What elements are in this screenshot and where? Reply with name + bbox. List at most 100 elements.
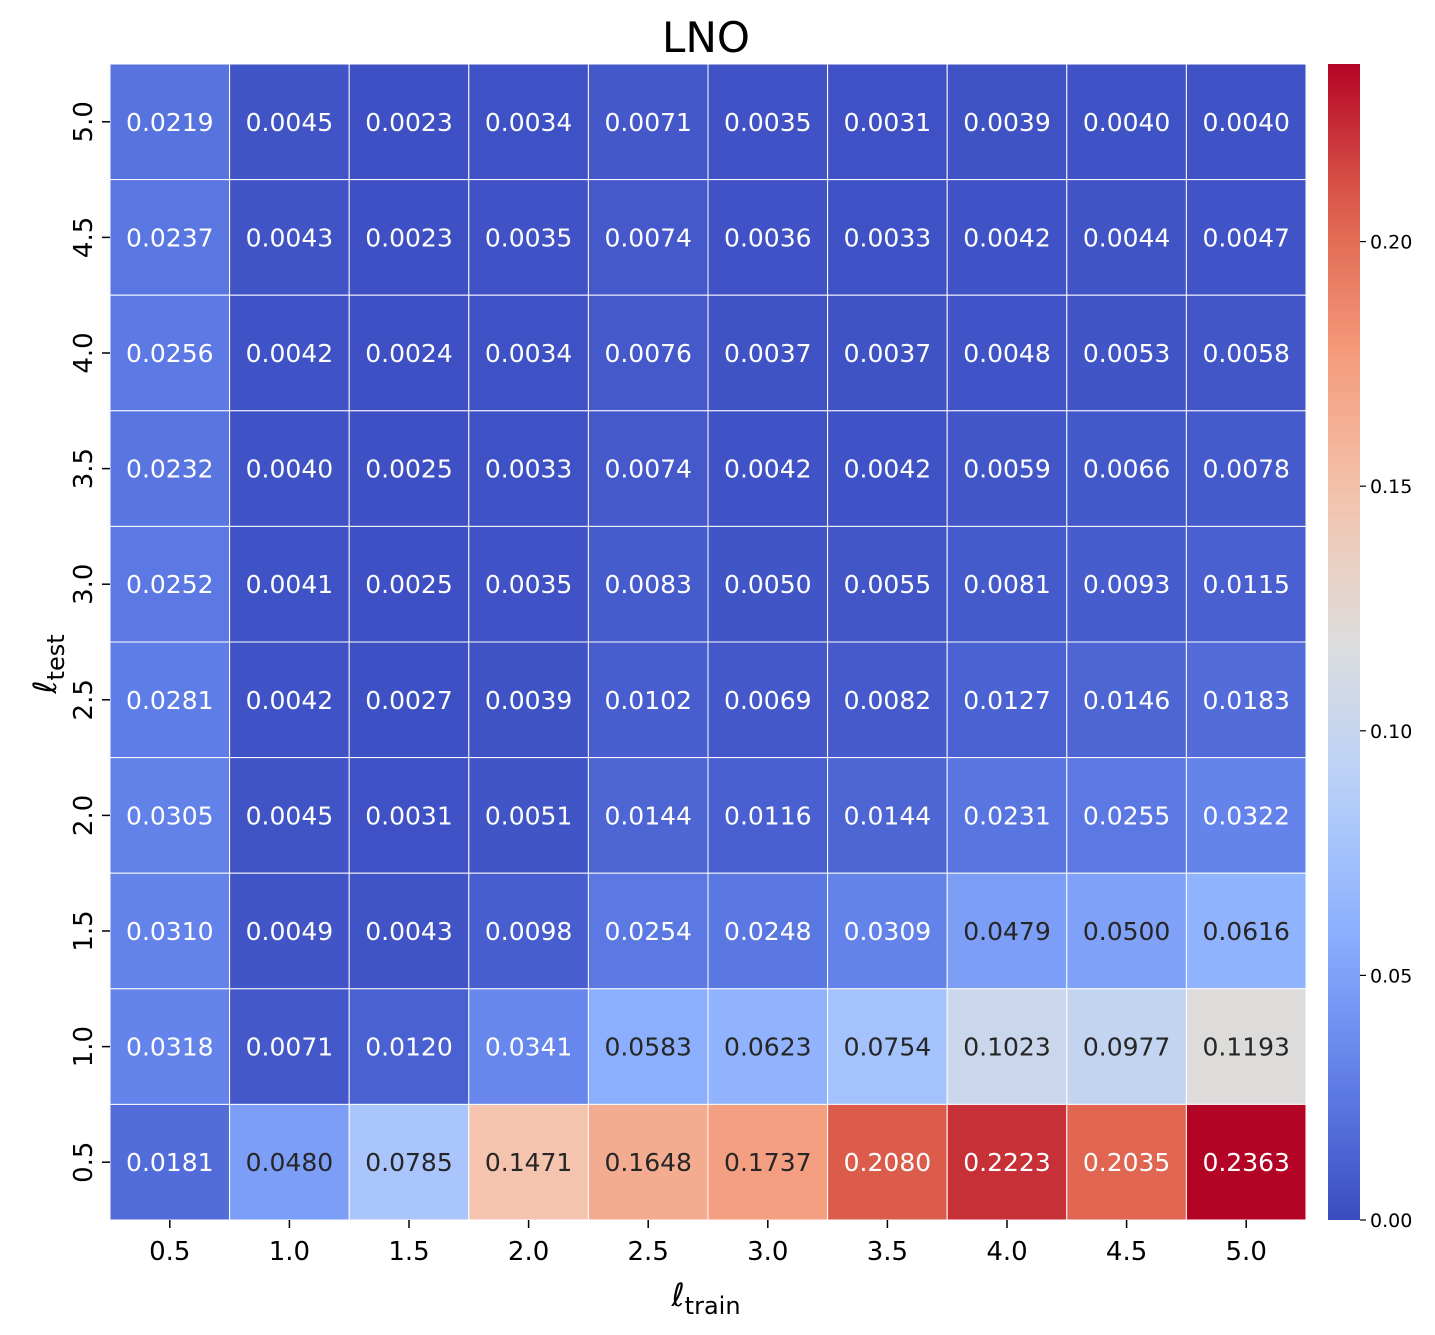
heatmap-cell xyxy=(707,1103,829,1221)
heatmap-cell-label: 0.0102 xyxy=(604,686,691,715)
heatmap-cell xyxy=(348,294,470,412)
heatmap-cell-label: 0.0082 xyxy=(844,686,931,715)
heatmap-cell xyxy=(827,872,948,990)
y-tick-label: 1.0 xyxy=(69,1026,99,1067)
y-tick-label: 4.0 xyxy=(69,332,99,373)
heatmap-cell xyxy=(587,525,709,643)
y-tick-label: 5.0 xyxy=(69,101,99,142)
heatmap-cell xyxy=(229,988,350,1105)
heatmap-cell-label: 0.0479 xyxy=(963,917,1050,946)
heatmap-cell xyxy=(468,988,589,1105)
y-tick-label: 2.0 xyxy=(69,795,99,836)
heatmap-cell-label: 0.0219 xyxy=(126,108,213,137)
heatmap-cell xyxy=(1185,1103,1307,1221)
heatmap-cell-label: 0.2035 xyxy=(1083,1148,1170,1177)
heatmap-cell-label: 0.0035 xyxy=(485,223,572,252)
y-tick-label: 1.5 xyxy=(69,910,99,951)
y-tick-label: 3.5 xyxy=(69,448,99,489)
heatmap-cell-labels: 0.0219 0.0045 0.0023 0.0034 0.0071 0.0035 0.00… xyxy=(126,108,1290,1177)
heatmap-cell xyxy=(946,179,1068,296)
heatmap-cell xyxy=(348,641,470,759)
x-tick-label: 4.5 xyxy=(1106,1237,1147,1267)
heatmap-cell-label: 0.0144 xyxy=(844,801,931,830)
heatmap-cell-label: 0.0116 xyxy=(724,801,811,830)
heatmap-cell xyxy=(229,63,350,181)
heatmap-cell-label: 0.0252 xyxy=(126,570,213,599)
heatmap-cell xyxy=(1066,872,1187,990)
heatmap-cell xyxy=(109,641,231,759)
heatmap-cell-label: 0.0023 xyxy=(365,223,452,252)
x-axis-label-symbol: ℓ xyxy=(670,1276,684,1314)
heatmap-cell-label: 0.0083 xyxy=(604,570,691,599)
heatmap-cell-label: 0.0074 xyxy=(604,223,691,252)
x-tick-label: 2.5 xyxy=(628,1237,669,1267)
heatmap-cell xyxy=(109,1103,231,1221)
heatmap-cell-label: 0.0043 xyxy=(246,223,333,252)
heatmap-cell-label: 0.0318 xyxy=(126,1033,213,1062)
heatmap-cell-label: 0.0037 xyxy=(844,339,931,368)
heatmap-cell-label: 0.0048 xyxy=(963,339,1050,368)
heatmap-cell xyxy=(827,179,948,296)
y-axis-label-symbol: ℓ xyxy=(26,680,64,694)
heatmap-cell xyxy=(229,525,350,643)
heatmap-cell-label: 0.0115 xyxy=(1202,570,1289,599)
heatmap-cell-label: 0.0078 xyxy=(1202,455,1289,484)
heatmap-cell-label: 0.0031 xyxy=(844,108,931,137)
heatmap-cell-label: 0.0035 xyxy=(724,108,811,137)
heatmap-cell xyxy=(707,872,829,990)
heatmap-cell-label: 0.0039 xyxy=(485,686,572,715)
heatmap-cell xyxy=(1185,988,1307,1105)
chart-title: LNO xyxy=(662,13,750,62)
heatmap-cell-label: 0.0071 xyxy=(246,1033,333,1062)
heatmap-cell xyxy=(827,525,948,643)
heatmap-cell-label: 0.0059 xyxy=(963,455,1050,484)
heatmap-cell-label: 0.0098 xyxy=(485,917,572,946)
heatmap-cell xyxy=(587,294,709,412)
heatmap-cell xyxy=(1066,1103,1187,1221)
heatmap-cell xyxy=(1066,294,1187,412)
heatmap-cell-label: 0.0025 xyxy=(365,455,452,484)
heatmap-cell-label: 0.0500 xyxy=(1083,917,1170,946)
heatmap-cell xyxy=(229,757,350,874)
y-axis-label: ℓtest xyxy=(26,634,70,694)
heatmap-cell-label: 0.0093 xyxy=(1083,570,1170,599)
y-tick-label: 4.5 xyxy=(69,217,99,258)
heatmap-cell-label: 0.0040 xyxy=(1202,108,1289,137)
heatmap-cell-label: 0.0256 xyxy=(126,339,213,368)
heatmap-cell-label: 0.1648 xyxy=(604,1148,691,1177)
x-axis-label: ℓtrain xyxy=(670,1276,740,1320)
heatmap-cell-label: 0.0069 xyxy=(724,686,811,715)
heatmap-cell-label: 0.0037 xyxy=(724,339,811,368)
heatmap-cell xyxy=(348,63,470,181)
heatmap-cell-label: 0.1737 xyxy=(724,1148,811,1177)
heatmap-cell-label: 0.0305 xyxy=(126,801,213,830)
heatmap-cell-label: 0.0033 xyxy=(485,455,572,484)
colorbar-tick-label: 0.15 xyxy=(1370,476,1412,498)
heatmap-cell-label: 0.0036 xyxy=(724,223,811,252)
heatmap-cell xyxy=(946,410,1068,527)
heatmap-cell-label: 0.0051 xyxy=(485,801,572,830)
heatmap-cell xyxy=(946,525,1068,643)
x-axis-label-subscript: train xyxy=(685,1292,741,1320)
heatmap-cell-label: 0.0616 xyxy=(1202,917,1289,946)
heatmap-cell xyxy=(1066,179,1187,296)
heatmap-cell-label: 0.0027 xyxy=(365,686,452,715)
heatmap-cell-label: 0.0053 xyxy=(1083,339,1170,368)
heatmap-cell-label: 0.0042 xyxy=(246,686,333,715)
heatmap-cell-label: 0.0050 xyxy=(724,570,811,599)
y-axis-label-subscript: test xyxy=(42,634,70,680)
heatmap-cell xyxy=(587,1103,709,1221)
heatmap-cell-label: 0.0255 xyxy=(1083,801,1170,830)
heatmap-cell xyxy=(946,63,1068,181)
heatmap-cell xyxy=(587,641,709,759)
heatmap-cell xyxy=(109,294,231,412)
heatmap-cell-label: 0.0183 xyxy=(1202,686,1289,715)
heatmap-cell xyxy=(946,1103,1068,1221)
heatmap-cell xyxy=(348,179,470,296)
heatmap-cell xyxy=(109,63,231,181)
x-tick-label: 1.5 xyxy=(388,1237,429,1267)
heatmap-cell xyxy=(109,988,231,1105)
heatmap-cell xyxy=(587,410,709,527)
heatmap-cell-label: 0.0232 xyxy=(126,455,213,484)
